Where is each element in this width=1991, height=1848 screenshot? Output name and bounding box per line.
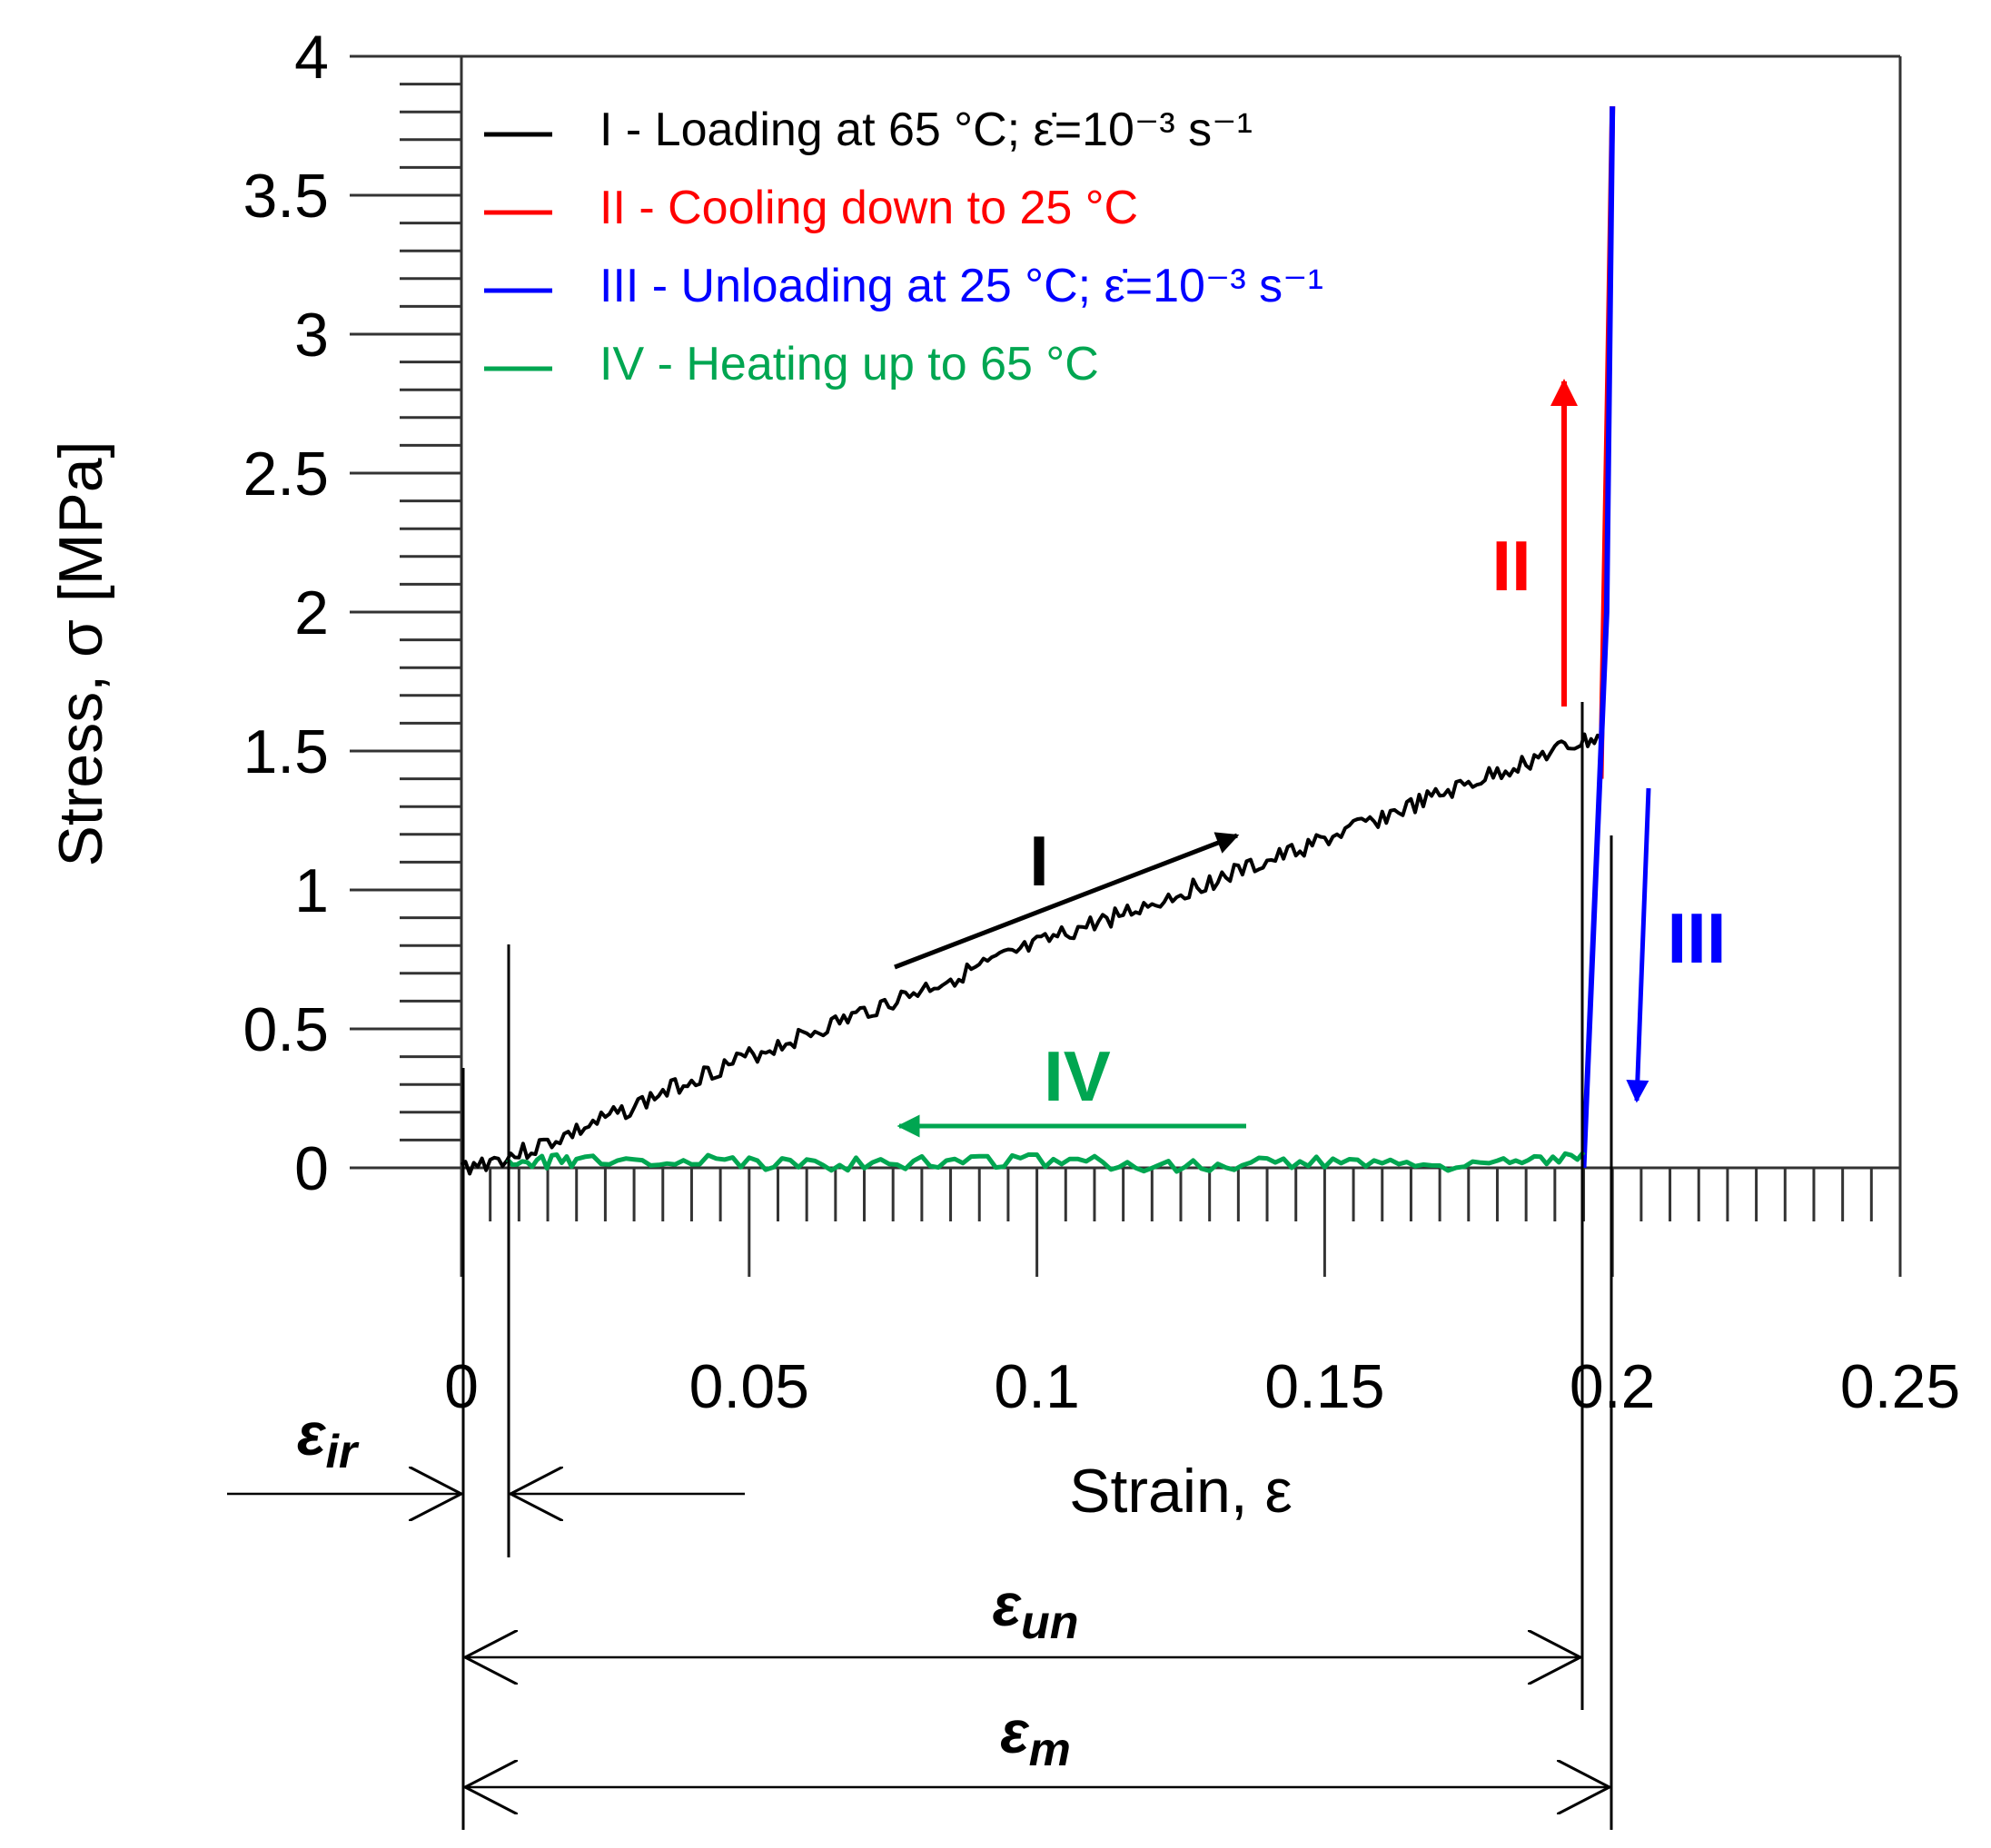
y-tick-label: 0 — [294, 1134, 329, 1203]
label-II: II — [1491, 526, 1530, 606]
x-axis-tick-labels: 0 0.05 0.1 0.15 0.2 0.25 — [444, 1352, 1960, 1421]
legend-label: III - Unloading at 25 °C; ε̇=10⁻³ s⁻¹ — [599, 260, 1323, 312]
y-tick-label: 3.5 — [243, 162, 329, 231]
strain-dimension-markers: εir εun εm — [227, 1400, 1610, 1787]
legend-label: IV - Heating up to 65 °C — [599, 338, 1099, 390]
y-tick-label: 3 — [294, 301, 329, 370]
plot-frame — [350, 54, 1902, 1277]
x-tick-label: 0.05 — [689, 1352, 809, 1421]
y-tick-label: 4 — [294, 23, 329, 92]
x-axis-title: Strain, ε — [1069, 1457, 1293, 1526]
series-4-line — [505, 1150, 1586, 1174]
legend-label: I - Loading at 65 °C; ε̇=10⁻³ s⁻¹ — [599, 104, 1253, 156]
eps-un-label: εun — [992, 1571, 1078, 1649]
y-axis-title: Stress, σ [MPa] — [46, 441, 115, 867]
y-tick-label: 2.5 — [243, 440, 329, 509]
y-axis-tick-labels: 0 0.5 1 1.5 2 2.5 3 3.5 4 — [243, 23, 329, 1203]
x-tick-label: 0.1 — [994, 1352, 1080, 1421]
series-1-line — [460, 732, 1602, 1176]
legend: I - Loading at 65 °C; ε̇=10⁻³ s⁻¹ II - Co… — [484, 104, 1323, 390]
legend-label: II - Cooling down to 25 °C — [599, 182, 1138, 234]
eps-m-label: εm — [1000, 1698, 1071, 1776]
series-layer — [460, 106, 1616, 1830]
unloading-direction-arrow — [1626, 787, 1651, 1103]
y-tick-label: 0.5 — [243, 995, 329, 1064]
eps-ir-label: εir — [297, 1400, 360, 1478]
x-tick-label: 0 — [444, 1352, 479, 1421]
label-III: III — [1667, 898, 1726, 978]
label-I: I — [1029, 821, 1049, 901]
series-3-line — [1580, 106, 1616, 1169]
loading-direction-arrow — [894, 832, 1240, 970]
y-tick-label: 2 — [294, 578, 329, 647]
label-IV: IV — [1044, 1036, 1111, 1116]
x-tick-label: 0.15 — [1264, 1352, 1384, 1421]
x-axis-ticks — [460, 1168, 1902, 1277]
y-axis-ticks — [350, 54, 461, 1170]
x-tick-label: 0.25 — [1840, 1352, 1960, 1421]
y-tick-label: 1.5 — [243, 717, 329, 786]
y-tick-label: 1 — [294, 856, 329, 925]
